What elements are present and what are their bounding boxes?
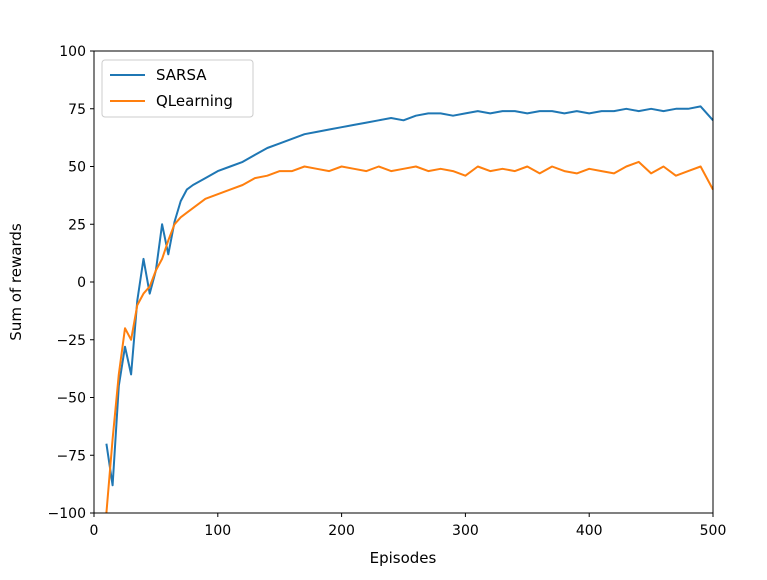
plot-lines	[105, 105, 714, 514]
y-tick-label: −25	[56, 333, 86, 349]
y-tick-label: 75	[68, 102, 86, 118]
legend-qlearning-label: QLearning	[156, 92, 233, 110]
x-tick-label: 500	[700, 523, 727, 539]
y-axis-ticks: −100 −75 −50 −25 0 25 50 75 100	[48, 44, 94, 522]
y-tick-label: −50	[56, 391, 86, 407]
legend-sarsa-label: SARSA	[156, 66, 207, 84]
x-tick-label: 300	[452, 523, 479, 539]
x-axis-label: Episodes	[370, 549, 437, 567]
x-tick-label: 400	[576, 523, 603, 539]
x-tick-label: 0	[90, 523, 99, 539]
y-tick-label: −100	[48, 506, 86, 522]
y-tick-label: 25	[68, 217, 86, 233]
y-tick-label: −75	[56, 448, 86, 464]
legend: SARSA QLearning	[101, 59, 254, 118]
series-line-qlearning	[105, 160, 714, 514]
y-tick-label: 100	[59, 44, 86, 60]
y-tick-label: 50	[68, 160, 86, 176]
series-line-sarsa	[105, 105, 714, 487]
x-tick-label: 100	[204, 523, 231, 539]
y-tick-label: 0	[77, 275, 86, 291]
y-axis-label: Sum of rewards	[7, 223, 25, 341]
x-axis-ticks: 0 100 200 300 400 500	[90, 513, 727, 539]
x-tick-label: 200	[328, 523, 355, 539]
